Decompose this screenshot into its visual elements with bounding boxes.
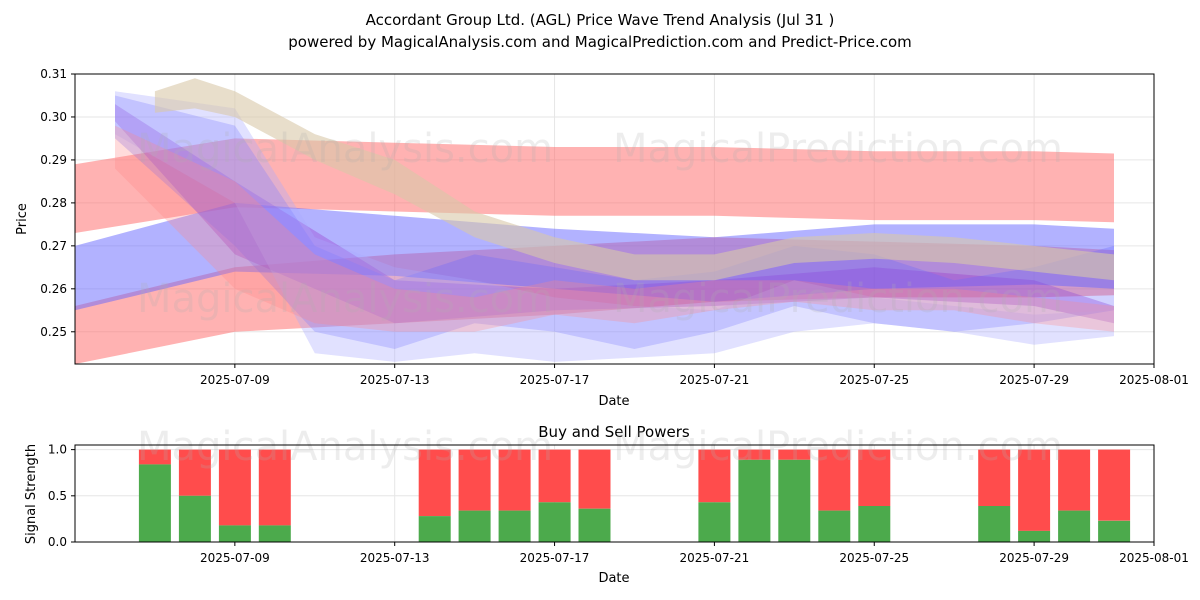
- sell-bar-15: [1018, 449, 1051, 531]
- price-xtick-label-3: 2025-07-21: [680, 373, 750, 387]
- sell-bar-4: [418, 449, 451, 517]
- sell-bar-8: [578, 449, 611, 509]
- buy-bar-14: [978, 506, 1011, 542]
- signal-y-ticks: 0.0 0.5 1.0: [48, 443, 75, 549]
- figure-subtitle: powered by MagicalAnalysis.com and Magic…: [288, 33, 912, 51]
- price-ytick-label-0: 0.25: [40, 325, 67, 339]
- sell-bar-1: [178, 449, 211, 496]
- figure-title: Accordant Group Ltd. (AGL) Price Wave Tr…: [366, 11, 835, 29]
- sell-bar-14: [978, 449, 1011, 506]
- signal-xtick-label-1: 2025-07-13: [360, 551, 430, 565]
- price-ytick-label-4: 0.29: [40, 153, 67, 167]
- sell-bar-0: [138, 449, 171, 465]
- price-chart: MagicalAnalysis.com MagicalPrediction.co…: [15, 67, 1189, 409]
- sell-bar-3: [258, 449, 291, 526]
- signal-x-label: Date: [598, 571, 629, 586]
- signal-xtick-label-6: 2025-08-01: [1119, 551, 1189, 565]
- price-ytick-label-2: 0.27: [40, 239, 67, 253]
- price-ytick-label-1: 0.26: [40, 282, 67, 296]
- price-x-label: Date: [598, 394, 629, 409]
- price-wave-band-3: [115, 104, 1114, 324]
- sell-bar-6: [498, 449, 531, 511]
- watermark-analysis-2: MagicalAnalysis.com: [137, 276, 553, 322]
- signal-xtick-label-0: 2025-07-09: [200, 551, 270, 565]
- sell-bar-11: [778, 449, 811, 460]
- price-xtick-label-5: 2025-07-29: [999, 373, 1069, 387]
- price-ytick-label-3: 0.28: [40, 196, 67, 210]
- watermark-prediction-3: MagicalPrediction.com: [613, 424, 1063, 470]
- buy-bar-0: [138, 464, 171, 542]
- signal-xtick-label-2: 2025-07-17: [520, 551, 590, 565]
- signal-chart: Buy and Sell Powers MagicalAnalysis.com …: [24, 423, 1189, 586]
- price-ytick-label-6: 0.31: [40, 67, 67, 81]
- sell-bar-2: [218, 449, 251, 526]
- signal-xtick-label-4: 2025-07-25: [839, 551, 909, 565]
- price-axes-frame: [74, 73, 1155, 365]
- buy-bar-10: [738, 459, 771, 542]
- buy-bar-16: [1058, 510, 1091, 542]
- price-wave-band-4: [115, 95, 1114, 349]
- sell-bar-17: [1098, 449, 1131, 521]
- sell-bar-5: [458, 449, 491, 511]
- price-y-ticks: 0.25 0.26 0.27 0.28 0.29 0.30 0.31: [40, 67, 75, 339]
- signal-bars: [138, 449, 1131, 542]
- buy-bar-1: [178, 495, 211, 542]
- sell-bar-12: [818, 449, 851, 511]
- price-xtick-label-1: 2025-07-13: [360, 373, 430, 387]
- signal-ytick-label-1: 0.5: [48, 489, 67, 503]
- price-y-label: Price: [15, 203, 30, 235]
- price-xtick-label-0: 2025-07-09: [200, 373, 270, 387]
- signal-chart-title: Buy and Sell Powers: [538, 423, 690, 441]
- sell-bar-13: [858, 449, 891, 506]
- buy-bar-3: [258, 525, 291, 542]
- buy-bar-7: [538, 502, 571, 542]
- buy-bar-13: [858, 506, 891, 542]
- price-xtick-label-6: 2025-08-01: [1119, 373, 1189, 387]
- sell-bar-10: [738, 449, 771, 460]
- buy-bar-2: [218, 525, 251, 542]
- signal-ytick-label-2: 1.0: [48, 443, 67, 457]
- price-ytick-label-5: 0.30: [40, 110, 67, 124]
- buy-bar-8: [578, 508, 611, 542]
- signal-axes-frame: [74, 444, 1155, 543]
- buy-bar-9: [698, 502, 731, 542]
- signal-ytick-label-0: 0.0: [48, 535, 67, 549]
- watermark-analysis-3: MagicalAnalysis.com: [137, 424, 553, 470]
- price-xtick-label-4: 2025-07-25: [839, 373, 909, 387]
- price-x-ticks: 2025-07-09 2025-07-13 2025-07-17 2025-07-21…: [200, 364, 1189, 387]
- buy-bar-17: [1098, 520, 1131, 542]
- price-xtick-label-2: 2025-07-17: [520, 373, 590, 387]
- signal-xtick-label-5: 2025-07-29: [999, 551, 1069, 565]
- buy-bar-4: [418, 516, 451, 542]
- watermark-analysis: MagicalAnalysis.com: [137, 126, 553, 172]
- sell-bar-7: [538, 449, 571, 503]
- buy-bar-12: [818, 510, 851, 542]
- sell-bar-16: [1058, 449, 1091, 511]
- watermark-prediction: MagicalPrediction.com: [613, 126, 1063, 172]
- sell-bar-9: [698, 449, 731, 503]
- buy-bar-11: [778, 459, 811, 542]
- watermark-prediction-2: MagicalPrediction.com: [613, 276, 1063, 322]
- price-wave-band-7: [115, 125, 1114, 332]
- buy-bar-15: [1018, 530, 1051, 542]
- price-bands: [75, 78, 1114, 364]
- signal-x-ticks: 2025-07-09 2025-07-13 2025-07-17 2025-07-21…: [200, 542, 1189, 565]
- price-wave-band-6: [154, 78, 1114, 281]
- buy-bar-6: [498, 510, 531, 542]
- price-wave-band-5: [115, 91, 1114, 362]
- signal-xtick-label-3: 2025-07-21: [680, 551, 750, 565]
- signal-y-label: Signal Strength: [24, 444, 39, 544]
- buy-bar-5: [458, 510, 491, 542]
